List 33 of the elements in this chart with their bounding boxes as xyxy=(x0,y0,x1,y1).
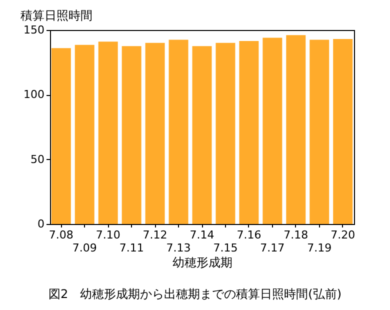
x-tick-label: 7.13 xyxy=(166,242,191,254)
bar xyxy=(98,42,118,224)
x-axis-title: 幼穂形成期 xyxy=(172,256,232,270)
x-tick-label: 7.17 xyxy=(260,242,285,254)
bar xyxy=(168,40,188,224)
bar xyxy=(74,44,94,224)
y-tick-label: 100 xyxy=(24,88,44,102)
x-tick-label: 7.19 xyxy=(307,242,332,254)
y-tick-label: 50 xyxy=(30,152,44,166)
y-tick-label: 0 xyxy=(38,218,44,230)
x-tick-label: 7.16 xyxy=(236,228,262,242)
y-tick-label: 150 xyxy=(24,24,44,36)
bar xyxy=(192,46,212,224)
bar xyxy=(310,40,330,224)
bar xyxy=(145,42,165,224)
caption: 図2 幼穂形成期から出穂期までの積算日照時間(弘前) xyxy=(48,286,342,303)
x-tick-label: 7.08 xyxy=(48,228,74,242)
bar xyxy=(216,42,236,224)
bar xyxy=(51,48,71,224)
x-tick-label: 7.20 xyxy=(330,228,356,242)
bar xyxy=(333,39,353,224)
bar xyxy=(262,38,282,224)
bar xyxy=(122,46,142,224)
x-tick-label: 7.12 xyxy=(142,228,168,242)
x-tick-label: 7.10 xyxy=(96,228,120,242)
bar xyxy=(286,35,306,224)
x-tick-label: 7.18 xyxy=(284,228,308,242)
bar xyxy=(239,40,259,224)
x-tick-label: 7.09 xyxy=(72,242,97,254)
x-tick-label: 7.15 xyxy=(213,242,238,254)
x-tick-label: 7.11 xyxy=(119,242,144,254)
x-tick-label: 7.14 xyxy=(190,228,214,242)
y-axis-title: 積算日照時間 xyxy=(20,8,92,22)
